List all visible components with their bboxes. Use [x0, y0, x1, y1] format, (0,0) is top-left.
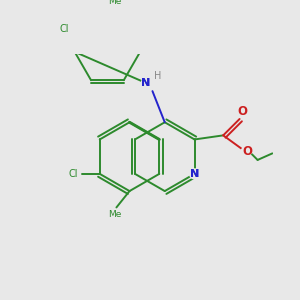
Text: N: N [190, 169, 199, 179]
Text: Me: Me [108, 0, 122, 6]
Text: H: H [154, 71, 161, 81]
Text: O: O [237, 105, 247, 118]
Text: Cl: Cl [59, 24, 69, 34]
Circle shape [237, 107, 247, 117]
Circle shape [241, 147, 251, 157]
Text: N: N [190, 169, 199, 179]
Text: O: O [242, 145, 252, 158]
Text: N: N [141, 78, 151, 88]
Text: Cl: Cl [69, 169, 78, 179]
Circle shape [190, 169, 200, 179]
Text: Me: Me [108, 210, 122, 219]
Text: N: N [141, 78, 151, 88]
Circle shape [141, 78, 150, 87]
